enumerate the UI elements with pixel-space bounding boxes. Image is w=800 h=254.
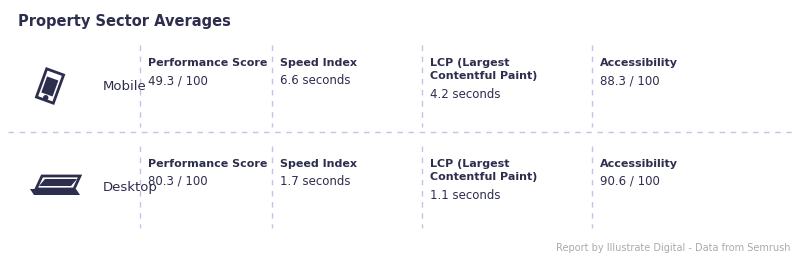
Polygon shape <box>42 77 58 97</box>
Text: Performance Score: Performance Score <box>148 58 267 68</box>
Polygon shape <box>30 189 80 195</box>
Text: 1.1 seconds: 1.1 seconds <box>430 188 501 201</box>
Text: 1.7 seconds: 1.7 seconds <box>280 174 350 187</box>
Text: Performance Score: Performance Score <box>148 158 267 168</box>
Text: LCP (Largest
Contentful Paint): LCP (Largest Contentful Paint) <box>430 58 538 81</box>
Text: 49.3 / 100: 49.3 / 100 <box>148 74 208 87</box>
Text: Report by Illustrate Digital - Data from Semrush: Report by Illustrate Digital - Data from… <box>555 242 790 252</box>
Text: 6.6 seconds: 6.6 seconds <box>280 74 350 87</box>
Text: 4.2 seconds: 4.2 seconds <box>430 88 501 101</box>
Polygon shape <box>39 179 77 186</box>
Text: Property Sector Averages: Property Sector Averages <box>18 14 231 29</box>
Text: 80.3 / 100: 80.3 / 100 <box>148 174 208 187</box>
Circle shape <box>44 96 48 100</box>
Text: 88.3 / 100: 88.3 / 100 <box>600 74 660 87</box>
Text: Accessibility: Accessibility <box>600 158 678 168</box>
Text: Accessibility: Accessibility <box>600 58 678 68</box>
Text: Speed Index: Speed Index <box>280 158 357 168</box>
Text: 90.6 / 100: 90.6 / 100 <box>600 174 660 187</box>
Text: LCP (Largest
Contentful Paint): LCP (Largest Contentful Paint) <box>430 158 538 181</box>
Text: Mobile: Mobile <box>103 80 146 93</box>
Text: Desktop: Desktop <box>103 181 158 194</box>
Text: Speed Index: Speed Index <box>280 58 357 68</box>
